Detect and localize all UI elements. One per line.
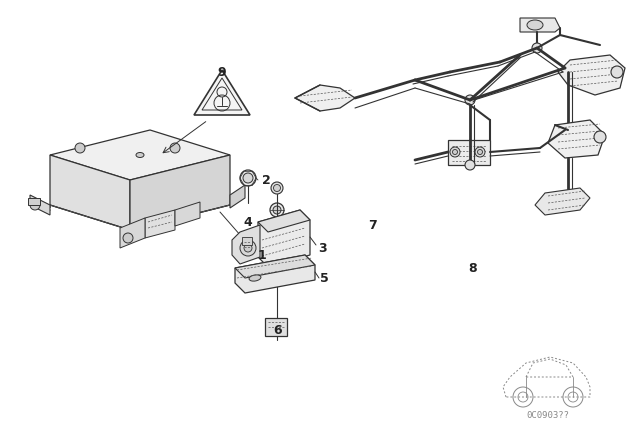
- Polygon shape: [558, 55, 625, 95]
- Polygon shape: [258, 210, 310, 267]
- Ellipse shape: [249, 275, 261, 281]
- Polygon shape: [50, 155, 130, 230]
- Circle shape: [450, 147, 460, 157]
- Polygon shape: [448, 140, 490, 165]
- Circle shape: [75, 143, 85, 153]
- Polygon shape: [30, 195, 50, 215]
- Polygon shape: [235, 255, 315, 293]
- Polygon shape: [230, 185, 245, 208]
- Polygon shape: [232, 225, 260, 264]
- Polygon shape: [130, 155, 230, 230]
- Polygon shape: [120, 218, 145, 248]
- Circle shape: [243, 173, 253, 183]
- Text: 5: 5: [320, 271, 329, 284]
- Polygon shape: [548, 120, 605, 158]
- Circle shape: [271, 182, 283, 194]
- Circle shape: [452, 150, 458, 155]
- Bar: [265, 318, 287, 336]
- Circle shape: [532, 43, 542, 53]
- Polygon shape: [235, 255, 315, 278]
- Polygon shape: [175, 202, 200, 226]
- Circle shape: [30, 200, 40, 210]
- Circle shape: [465, 95, 475, 105]
- Polygon shape: [145, 210, 175, 238]
- Circle shape: [475, 147, 485, 157]
- Polygon shape: [50, 130, 230, 180]
- Ellipse shape: [136, 152, 144, 158]
- Circle shape: [170, 143, 180, 153]
- Ellipse shape: [527, 20, 543, 30]
- Polygon shape: [535, 188, 590, 215]
- Circle shape: [240, 170, 256, 186]
- Bar: [242, 237, 252, 245]
- Text: 9: 9: [218, 65, 227, 78]
- Text: 3: 3: [318, 241, 326, 254]
- Polygon shape: [520, 18, 560, 32]
- Circle shape: [465, 160, 475, 170]
- Text: 7: 7: [368, 219, 377, 232]
- Circle shape: [123, 233, 133, 243]
- Text: 8: 8: [468, 262, 477, 275]
- Circle shape: [594, 131, 606, 143]
- Text: 0C0903??: 0C0903??: [527, 410, 570, 419]
- Circle shape: [273, 185, 280, 191]
- Text: 6: 6: [273, 323, 282, 336]
- Circle shape: [273, 206, 281, 214]
- Text: 1: 1: [258, 249, 267, 262]
- Polygon shape: [295, 85, 355, 111]
- Polygon shape: [258, 210, 310, 232]
- Circle shape: [477, 150, 483, 155]
- Circle shape: [244, 244, 252, 252]
- Bar: [28, 198, 40, 205]
- Circle shape: [611, 66, 623, 78]
- Circle shape: [270, 203, 284, 217]
- Text: 2: 2: [262, 173, 271, 186]
- Circle shape: [240, 240, 256, 256]
- Text: 4: 4: [243, 215, 252, 228]
- Polygon shape: [194, 70, 250, 115]
